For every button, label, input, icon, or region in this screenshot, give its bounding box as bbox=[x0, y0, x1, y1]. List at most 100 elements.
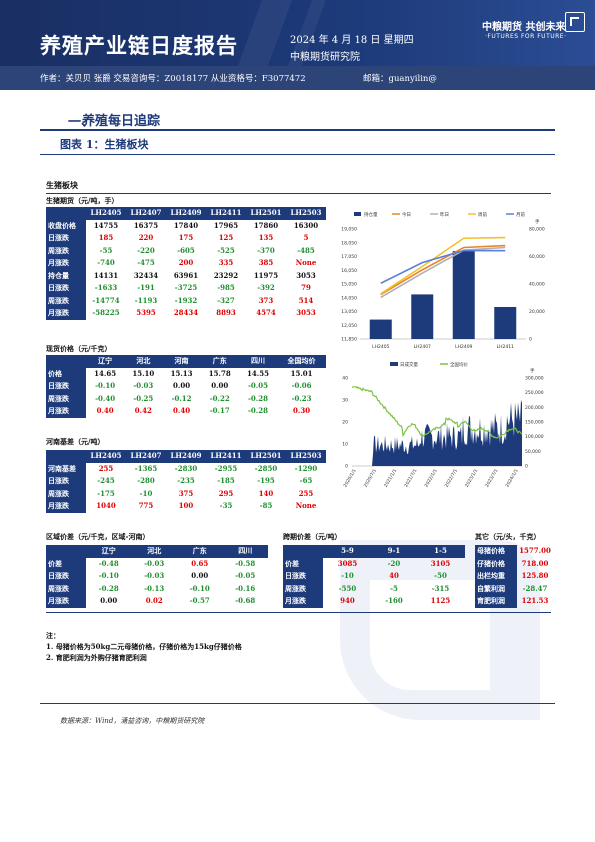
table-cell: -1193 bbox=[134, 295, 158, 305]
table-row: 月涨跌 0.00 0.02 -0.57 -0.68 bbox=[46, 595, 268, 608]
author-info: 作者：关贝贝 张爵 交易咨询号：Z0018177 从业资格号：F3077472 bbox=[40, 74, 306, 84]
table-row: 日涨跌 -0.10 -0.03 0.00 0.00 -0.05 -0.06 bbox=[46, 380, 326, 393]
y-right-tick: 60,000 bbox=[529, 254, 545, 260]
table-row: 周涨跌 -175 -10 375 295 140 255 bbox=[46, 487, 326, 500]
x-tick: 2023/7/1 bbox=[484, 468, 499, 489]
table-cell: 15.78 bbox=[208, 368, 231, 378]
table-row: 仔猪价格 718.00 bbox=[475, 557, 553, 570]
y-right-tick: 300,000 bbox=[525, 376, 544, 382]
column-header: 1-5 bbox=[416, 545, 465, 558]
data-source: 数据来源：Wind，涌益咨询，中粮期货研究院 bbox=[60, 717, 205, 725]
table-cell: 11975 bbox=[253, 270, 279, 280]
column-header: LH2503 bbox=[286, 450, 326, 463]
y-right-tick: 150,000 bbox=[525, 420, 544, 426]
y-right-tick: 200,000 bbox=[525, 405, 544, 411]
column-header bbox=[46, 545, 86, 558]
y-left-tick: 17,050 bbox=[341, 254, 357, 260]
table-row: 月涨跌 940 -160 1125 bbox=[283, 595, 465, 608]
row-label: 自繁利润 bbox=[475, 582, 517, 595]
y-right-tick: 100,000 bbox=[525, 434, 544, 440]
section-number: 一、 bbox=[68, 115, 95, 130]
y-right-tick: 80,000 bbox=[529, 227, 545, 233]
table-cell: 32434 bbox=[133, 270, 159, 280]
table-cell: 0.00 bbox=[100, 596, 118, 605]
table-cell: 775 bbox=[138, 501, 154, 510]
table-row: 月涨跌 -58225 5395 28434 8893 4574 3053 bbox=[46, 307, 326, 320]
column-header: 广东 bbox=[177, 545, 223, 558]
report-date: 2024 年 4 月 18 日 星期四 bbox=[290, 35, 414, 46]
table-cell: -0.28 bbox=[98, 583, 119, 593]
column-header: LH2407 bbox=[126, 207, 166, 220]
x-tick: LH2407 bbox=[414, 344, 431, 350]
legend-label: 今日 bbox=[402, 211, 411, 218]
series-line bbox=[380, 246, 506, 299]
column-header: 广东 bbox=[200, 355, 239, 368]
column-header: LH2407 bbox=[126, 450, 166, 463]
column-header: LH2411 bbox=[206, 450, 246, 463]
table-cell: 17965 bbox=[213, 220, 239, 230]
table-cell: 0.42 bbox=[134, 406, 152, 415]
table-cell: -0.16 bbox=[235, 583, 256, 593]
table-cell: -191 bbox=[137, 283, 155, 292]
x-tick: 2021/1/1 bbox=[383, 468, 398, 489]
column-header: 辽宁 bbox=[86, 545, 132, 558]
spot-label: 现货价格（元/千克） bbox=[46, 344, 112, 353]
row-label: 价格 bbox=[46, 367, 86, 380]
y-left-tick: 40 bbox=[342, 376, 348, 382]
spread-label: 跨期价差（元/吨） bbox=[283, 532, 342, 541]
table-cell: -0.03 bbox=[133, 381, 154, 390]
row-label: 周涨跌 bbox=[46, 244, 86, 257]
table-cell: 718.00 bbox=[521, 558, 549, 568]
table-cell: -0.12 bbox=[171, 393, 192, 403]
figure-title: 图表 1：生猪板块 bbox=[60, 138, 149, 151]
column-header: 5-9 bbox=[323, 545, 372, 558]
y-right-tick: 0 bbox=[529, 337, 532, 343]
series-line bbox=[380, 244, 506, 296]
legend-label: 日成交量 bbox=[400, 361, 418, 368]
spread-table: 5-9 9-1 1-5 价差 3085 -20 3105 日涨跌 -10 40 -50 周涨跌 -550… bbox=[283, 545, 465, 608]
table-cell: 63961 bbox=[173, 270, 199, 280]
row-label: 仔猪价格 bbox=[475, 557, 517, 570]
row-label: 月涨跌 bbox=[46, 500, 86, 513]
y-left-tick: 13,050 bbox=[341, 309, 357, 315]
column-header: LH2411 bbox=[206, 207, 246, 220]
table-cell: None bbox=[295, 258, 317, 267]
column-header: LH2501 bbox=[246, 450, 286, 463]
column-header: 辽宁 bbox=[86, 355, 125, 368]
table-cell: 335 bbox=[218, 258, 234, 267]
column-header: LH2503 bbox=[286, 207, 326, 220]
table-cell: 5 bbox=[303, 233, 309, 242]
table-row: 日涨跌 185 220 175 125 135 5 bbox=[46, 232, 326, 245]
legend-swatch bbox=[390, 362, 398, 366]
row-label: 持仓量 bbox=[46, 269, 86, 282]
row-label: 母猪价格 bbox=[475, 545, 517, 558]
table-cell: 16300 bbox=[293, 220, 319, 230]
table-cell: 121.53 bbox=[521, 596, 549, 605]
section-divider bbox=[40, 129, 555, 131]
column-header bbox=[46, 355, 86, 368]
table-cell: 3105 bbox=[430, 558, 451, 568]
table-row: 月涨跌 -740 -475 200 335 385 None bbox=[46, 257, 326, 270]
table-cell: -3725 bbox=[174, 283, 198, 292]
table-cell: -605 bbox=[177, 245, 195, 255]
y-left-tick: 11,850 bbox=[341, 337, 357, 343]
x-tick: LH2405 bbox=[372, 344, 389, 350]
author-bar bbox=[0, 66, 595, 90]
table-cell: 5395 bbox=[136, 308, 156, 317]
notes-title: 注： bbox=[46, 631, 60, 640]
y-right-tick: 50,000 bbox=[525, 449, 541, 455]
table-cell: 940 bbox=[340, 596, 355, 605]
logo-slogan: ·FUTURES FOR FUTURE· bbox=[485, 33, 567, 40]
table-row: 周涨跌 -14774 -1193 -1932 -327 373 514 bbox=[46, 294, 326, 307]
table-cell: -0.23 bbox=[291, 393, 312, 403]
x-tick: LH2409 bbox=[455, 344, 472, 350]
table-cell: 0.40 bbox=[96, 406, 114, 415]
table-row: 周涨跌 -0.40 -0.25 -0.12 -0.22 -0.28 -0.23 bbox=[46, 392, 326, 405]
table-cell: -0.57 bbox=[189, 596, 210, 605]
table-row: 周涨跌 -55 -220 -605 -525 -370 -485 bbox=[46, 244, 326, 257]
column-header: 9-1 bbox=[371, 545, 417, 558]
table-row: 价格 14.65 15.10 15.13 15.78 14.55 15.01 bbox=[46, 367, 326, 380]
notes: 注： 1. 母猪价格为50kg二元母猪价格，仔猪价格为15kg仔猪价格 2. 育… bbox=[46, 630, 242, 663]
table-cell: -0.68 bbox=[235, 596, 256, 605]
table-cell: 28434 bbox=[173, 308, 199, 317]
